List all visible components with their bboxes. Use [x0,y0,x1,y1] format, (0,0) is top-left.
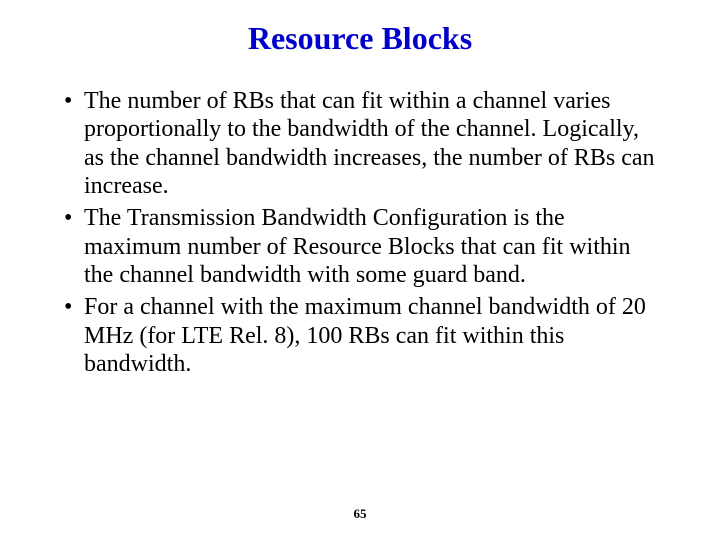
bullet-item: The Transmission Bandwidth Configuration… [60,204,660,289]
bullet-item: The number of RBs that can fit within a … [60,87,660,200]
bullet-item: For a channel with the maximum channel b… [60,293,660,378]
slide-title: Resource Blocks [60,20,660,57]
bullet-list: The number of RBs that can fit within a … [60,87,660,378]
page-number: 65 [0,506,720,522]
